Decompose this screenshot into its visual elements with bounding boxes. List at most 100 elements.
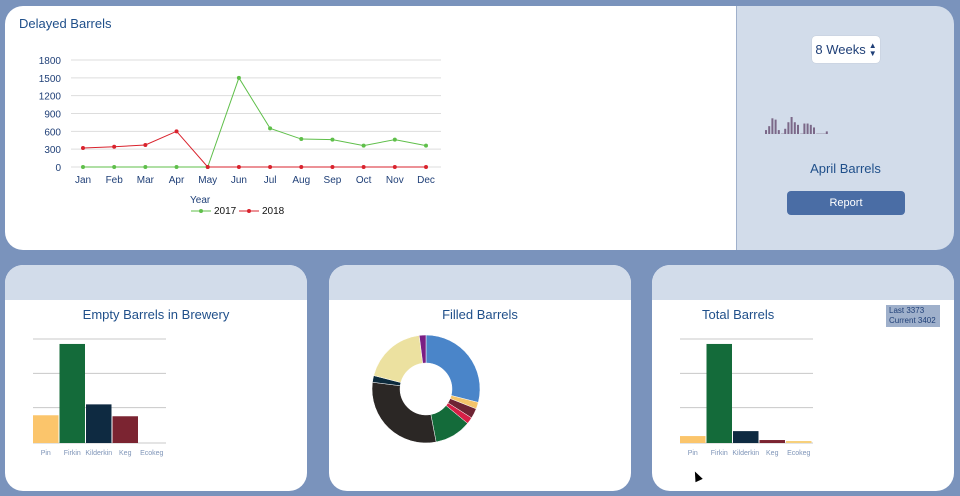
weeks-select-value: 8 Weeks	[815, 42, 866, 57]
x-tick-label: Firkin	[64, 450, 81, 457]
data-point	[174, 129, 179, 134]
data-point	[330, 137, 335, 142]
y-tick-label: 900	[44, 110, 61, 121]
x-tick-label: Aug	[292, 175, 310, 186]
sparkline-bar	[822, 133, 826, 134]
panel-header	[329, 265, 631, 300]
x-tick-label: Dec	[417, 175, 435, 186]
sparkline-bar	[790, 117, 793, 134]
data-point	[236, 75, 241, 80]
bar-firkin	[59, 343, 85, 443]
x-tick-label: Keg	[119, 450, 132, 457]
sparkline-bar	[819, 133, 823, 134]
series-line-2017	[83, 76, 427, 168]
data-point	[268, 165, 273, 169]
sparkline-bar	[777, 130, 780, 134]
legend-marker	[199, 209, 203, 213]
y-tick-label: 300	[44, 145, 61, 156]
data-point	[205, 165, 210, 169]
filled-barrels-donut-chart	[371, 334, 481, 444]
y-tick-label: 0	[55, 163, 61, 174]
april-barrels-caption: April Barrels	[810, 161, 881, 176]
data-point	[424, 143, 428, 148]
panel-header	[5, 265, 307, 300]
sparkline-bar	[813, 127, 815, 134]
data-point	[236, 165, 241, 169]
data-point	[112, 165, 117, 169]
data-point	[392, 165, 397, 169]
x-tick-label: Pin	[688, 450, 698, 457]
sparkline-bar	[768, 126, 771, 134]
sparkline-bar	[803, 123, 806, 134]
x-tick-label: Apr	[169, 175, 185, 186]
bar-keg	[112, 416, 138, 443]
sparkline-bar	[765, 130, 767, 134]
data-point	[81, 145, 85, 150]
x-tick-label: Jan	[75, 175, 91, 186]
donut-slice	[418, 334, 427, 364]
x-tick-label: Feb	[106, 175, 124, 186]
x-tick-label: Ecokeg	[140, 450, 163, 457]
x-tick-label: Jun	[231, 175, 247, 186]
data-point	[361, 165, 366, 169]
bar-kilderkin	[86, 404, 112, 443]
legend-label: 2018	[262, 206, 285, 217]
sparkline-bar	[809, 124, 812, 134]
sparkline-bar	[774, 119, 777, 134]
donut-slice	[373, 335, 424, 383]
x-tick-label: Kilderkin	[732, 450, 759, 457]
data-point	[392, 137, 397, 142]
y-tick-label: 1500	[39, 74, 62, 85]
data-point	[112, 144, 117, 149]
data-point	[330, 165, 335, 169]
sparkline-bar	[787, 122, 790, 134]
total-barrels-title: Total Barrels	[702, 307, 775, 322]
x-tick-label: Sep	[324, 175, 342, 186]
sparkline-bar	[816, 133, 820, 134]
x-tick-label: Ecokeg	[787, 450, 810, 457]
bar-keg	[759, 440, 785, 443]
sparkline-bar	[806, 123, 809, 134]
sparkline-bar	[797, 124, 799, 134]
donut-slice	[425, 334, 481, 403]
bar-ecokeg	[786, 441, 812, 443]
donut-slice	[371, 381, 437, 444]
x-tick-label: Nov	[386, 175, 404, 186]
filled-barrels-title: Filled Barrels	[442, 307, 518, 322]
weeks-select[interactable]: 8 Weeks ▲ ▼	[812, 36, 880, 63]
legend-marker	[247, 209, 251, 213]
y-tick-label: 1800	[39, 56, 62, 67]
data-point	[174, 165, 179, 169]
bar-firkin	[706, 343, 732, 443]
empty-barrels-bar-chart: Pin Firkin Kilderkin Keg Ecokeg	[33, 338, 166, 457]
sparkline-bar	[825, 131, 828, 134]
bar-pin	[680, 436, 706, 443]
updown-arrows-icon: ▲ ▼	[868, 40, 877, 58]
sparkline-bar	[800, 133, 804, 134]
legend-title: Year	[190, 195, 211, 206]
data-point	[361, 143, 366, 148]
sparkline-bar	[771, 118, 774, 134]
y-tick-label: 1200	[39, 92, 62, 103]
report-button[interactable]: Report	[787, 191, 905, 215]
sparkline-bar	[781, 133, 785, 134]
delayed-barrels-title: Delayed Barrels	[19, 16, 112, 31]
bar-kilderkin	[733, 431, 759, 443]
delayed-barrels-panel: Delayed Barrels 0 300 600 900 1200 1500 1800 J…	[5, 6, 737, 250]
data-point	[143, 165, 148, 169]
data-point	[268, 126, 273, 131]
panel-header	[652, 265, 954, 300]
tooltip-current: Current 3402	[889, 316, 936, 325]
x-tick-label: Oct	[356, 175, 372, 186]
y-tick-label: 600	[44, 127, 61, 138]
data-point	[81, 165, 85, 169]
sparkline-bar	[784, 128, 787, 134]
data-point	[299, 137, 304, 142]
data-point	[299, 165, 304, 169]
x-tick-label: Pin	[41, 450, 51, 457]
legend-label: 2017	[214, 206, 237, 217]
x-tick-label: Mar	[137, 175, 155, 186]
delayed-barrels-line-chart: 0 300 600 900 1200 1500 1800 Jan Feb Mar Apr May Ju…	[39, 56, 441, 217]
april-barrels-panel: 8 Weeks ▲ ▼ April Barrels Report	[736, 6, 954, 250]
sparkline-bar	[793, 122, 796, 134]
